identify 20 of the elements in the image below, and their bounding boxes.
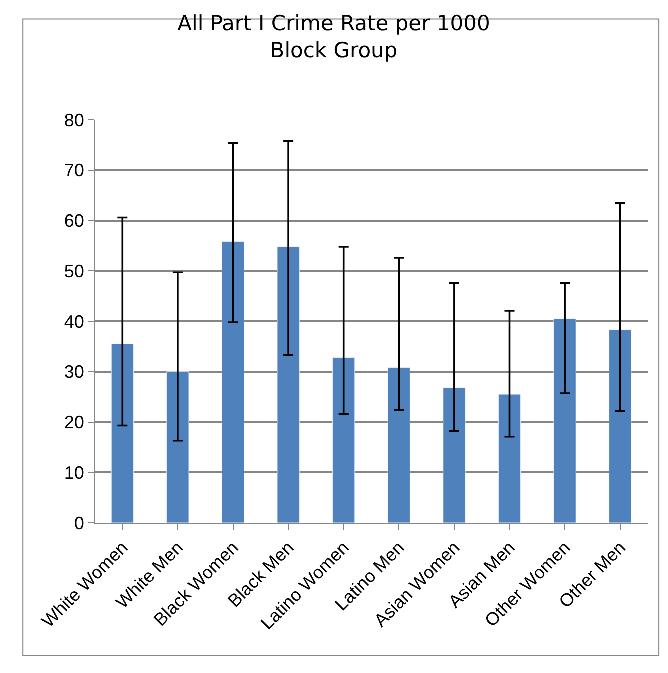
- y-tick-label: 30: [64, 362, 84, 382]
- bar: [166, 372, 190, 523]
- chart-title: All Part I Crime Rate per 1000 Block Group: [178, 11, 490, 63]
- y-tick-label: 20: [64, 412, 84, 433]
- bar: [609, 330, 632, 523]
- bar: [222, 242, 245, 523]
- bar: [388, 368, 410, 523]
- bar: [277, 246, 300, 523]
- y-tick-label: 0: [74, 513, 84, 534]
- bar: [332, 358, 356, 523]
- bar: [443, 388, 466, 523]
- y-tick-label: 70: [64, 160, 84, 181]
- y-tick-label: 50: [64, 261, 84, 282]
- bar: [554, 318, 576, 523]
- bar: [498, 394, 522, 523]
- bar: [111, 344, 134, 523]
- y-tick-label: 60: [64, 211, 84, 232]
- y-tick-label: 10: [64, 462, 84, 483]
- y-tick-label: 40: [64, 312, 84, 332]
- y-tick-label: 80: [64, 110, 84, 130]
